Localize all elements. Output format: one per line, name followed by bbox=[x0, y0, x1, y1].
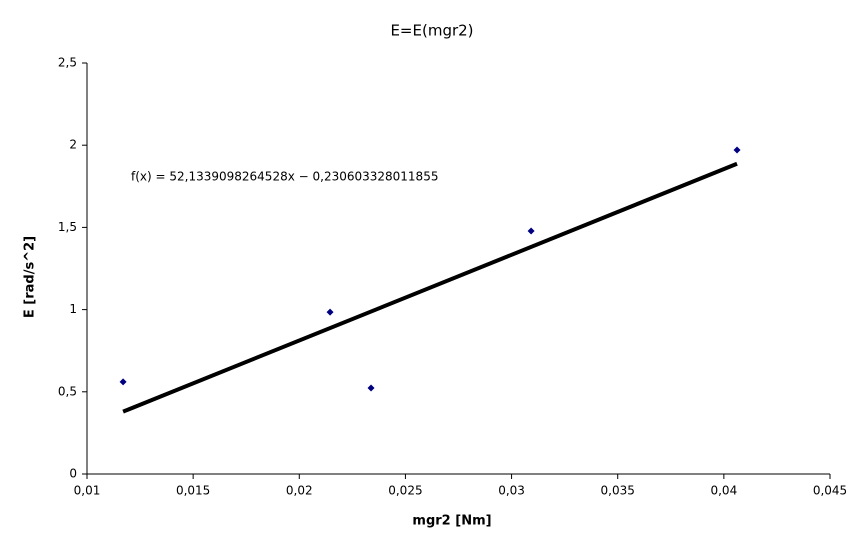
x-tick-label: 0,02 bbox=[286, 484, 313, 498]
point bbox=[527, 227, 535, 235]
y-axis-title: E [rad/s^2] bbox=[23, 236, 38, 318]
y-tick-label: 0 bbox=[69, 467, 77, 481]
x-tick-label: 0,01 bbox=[74, 484, 101, 498]
y-tick-label: 1,5 bbox=[58, 220, 77, 234]
x-tick-label: 0,03 bbox=[498, 484, 525, 498]
x-tick-label: 0,015 bbox=[176, 484, 210, 498]
x-tick-label: 0,025 bbox=[388, 484, 422, 498]
x-tick-label: 0,04 bbox=[710, 484, 737, 498]
chart-title: E=E(mgr2) bbox=[390, 22, 473, 40]
y-tick-label: 2,5 bbox=[58, 56, 77, 70]
y-tick-label: 1 bbox=[69, 302, 77, 316]
y-tick-label: 0,5 bbox=[58, 384, 77, 398]
trendline bbox=[122, 161, 738, 414]
trendline-label: f(x) = 52,1339098264528x − 0,23060332801… bbox=[131, 170, 438, 184]
point bbox=[367, 384, 375, 392]
x-axis-title: mgr2 [Nm] bbox=[412, 514, 491, 529]
point bbox=[733, 146, 741, 154]
point bbox=[326, 308, 334, 316]
x-tick-label: 0,035 bbox=[601, 484, 635, 498]
point bbox=[119, 378, 127, 386]
x-tick-label: 0,045 bbox=[813, 484, 847, 498]
y-tick-label: 2 bbox=[69, 138, 77, 152]
